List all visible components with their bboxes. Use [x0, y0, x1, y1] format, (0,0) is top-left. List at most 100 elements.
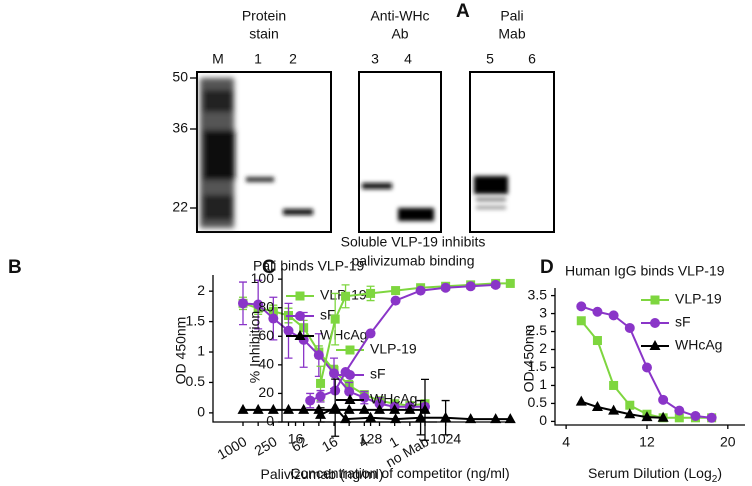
data-point	[298, 403, 310, 414]
axis-line	[554, 288, 745, 426]
data-point	[390, 295, 401, 306]
gel-bands	[200, 78, 235, 228]
x-tick-label: 16	[288, 431, 304, 447]
y-tick-label: 3.5	[528, 286, 548, 302]
x-axis-label: Concentration of competitor (ng/ml)	[290, 465, 509, 481]
data-point	[315, 408, 327, 419]
y-tick-label: 80	[258, 298, 274, 314]
data-point	[706, 412, 717, 423]
data-point	[505, 278, 515, 288]
data-point	[329, 401, 341, 412]
y-tick-label: 3	[539, 304, 547, 320]
data-point	[592, 306, 603, 317]
data-point	[490, 413, 502, 424]
data-point	[690, 411, 701, 422]
data-point	[374, 403, 385, 414]
legend-marker	[649, 340, 661, 350]
legend-label: WHcAg	[370, 391, 417, 407]
data-point	[404, 403, 416, 414]
data-point	[575, 395, 587, 406]
data-point	[366, 288, 376, 298]
chart-title: Soluble VLP-19 inhibits	[341, 234, 486, 250]
panel-letter: C	[262, 257, 276, 278]
data-point	[329, 368, 339, 379]
y-tick-label: 1	[197, 343, 205, 359]
data-point	[391, 286, 401, 296]
y-axis-label: OD 450nm	[521, 325, 537, 393]
legend-marker	[345, 370, 355, 380]
legend-label: VLP-19	[370, 341, 417, 357]
y-tick-label: 0.5	[528, 394, 548, 410]
data-point	[283, 403, 294, 414]
lane-label: 2	[289, 51, 297, 67]
y-tick-label: 0.5	[186, 373, 206, 389]
data-point	[415, 411, 427, 422]
data-point	[344, 386, 355, 397]
data-point	[315, 391, 326, 402]
data-point	[343, 403, 355, 414]
x-tick-label: 4	[562, 434, 570, 450]
data-point	[624, 408, 636, 419]
x-tick-label: 20	[720, 434, 736, 450]
x-tick-label: 12	[639, 434, 655, 450]
lane-group-title: stain	[249, 26, 279, 42]
legend-marker	[344, 394, 356, 404]
lane-group-title: Protein	[242, 8, 286, 24]
marker-label: 50	[172, 69, 188, 85]
data-point	[340, 413, 352, 424]
data-point	[283, 325, 294, 336]
panel-letter: D	[540, 257, 554, 278]
series-line	[309, 283, 496, 402]
data-point	[624, 322, 635, 333]
data-point	[238, 298, 248, 309]
x-axis-label-part: )	[717, 465, 722, 481]
data-point	[641, 411, 653, 422]
y-axis-label: OD 450nm	[173, 317, 189, 385]
lane-group-title: Pali	[500, 8, 523, 24]
marker-label: 36	[172, 120, 188, 136]
legend-label: VLP-19	[675, 291, 722, 307]
data-point	[440, 411, 452, 422]
chart-title: palivizumab binding	[352, 253, 475, 269]
lane-label: 3	[371, 51, 379, 67]
data-point	[625, 400, 635, 410]
data-point	[608, 310, 619, 321]
data-point	[237, 403, 249, 414]
lane-label: 4	[404, 51, 412, 67]
data-point	[504, 413, 516, 424]
y-tick-label: 2	[197, 282, 205, 298]
data-point	[674, 413, 684, 423]
data-point	[359, 392, 370, 403]
y-tick-label: 20	[258, 384, 274, 400]
lane-group-title: Anti-WHc	[370, 8, 429, 24]
data-point	[390, 413, 402, 424]
data-point	[440, 282, 451, 293]
data-point	[658, 394, 669, 405]
y-tick-label: 1	[539, 376, 547, 392]
data-point	[576, 301, 587, 312]
data-point	[592, 336, 602, 346]
legend-label: sF	[370, 366, 386, 382]
y-tick-label: 0	[197, 404, 205, 420]
data-point	[313, 350, 324, 361]
legend-label: WHcAg	[675, 337, 722, 353]
data-point	[490, 279, 501, 290]
x-axis-label: Serum Dilution (Log2)	[588, 465, 722, 485]
lane-group-title: Mab	[498, 26, 525, 42]
x-axis-label: Palivizumab (ng/ml)	[261, 466, 384, 482]
data-point	[465, 281, 476, 292]
series-line	[319, 282, 511, 384]
lane-label: 5	[486, 51, 494, 67]
lane-label: M	[212, 51, 224, 67]
chart-title: Human IgG binds VLP-19	[565, 263, 725, 279]
legend-marker	[294, 330, 306, 340]
legend-label: sF	[675, 314, 691, 330]
panel-letter: B	[8, 257, 22, 278]
data-point	[674, 405, 685, 416]
data-point	[641, 362, 652, 373]
y-tick-label: 60	[258, 327, 274, 343]
data-point	[252, 403, 264, 414]
marker-label: 22	[172, 199, 188, 215]
x-axis-label-part: Concentration of competitor (ng/ml)	[290, 465, 509, 481]
